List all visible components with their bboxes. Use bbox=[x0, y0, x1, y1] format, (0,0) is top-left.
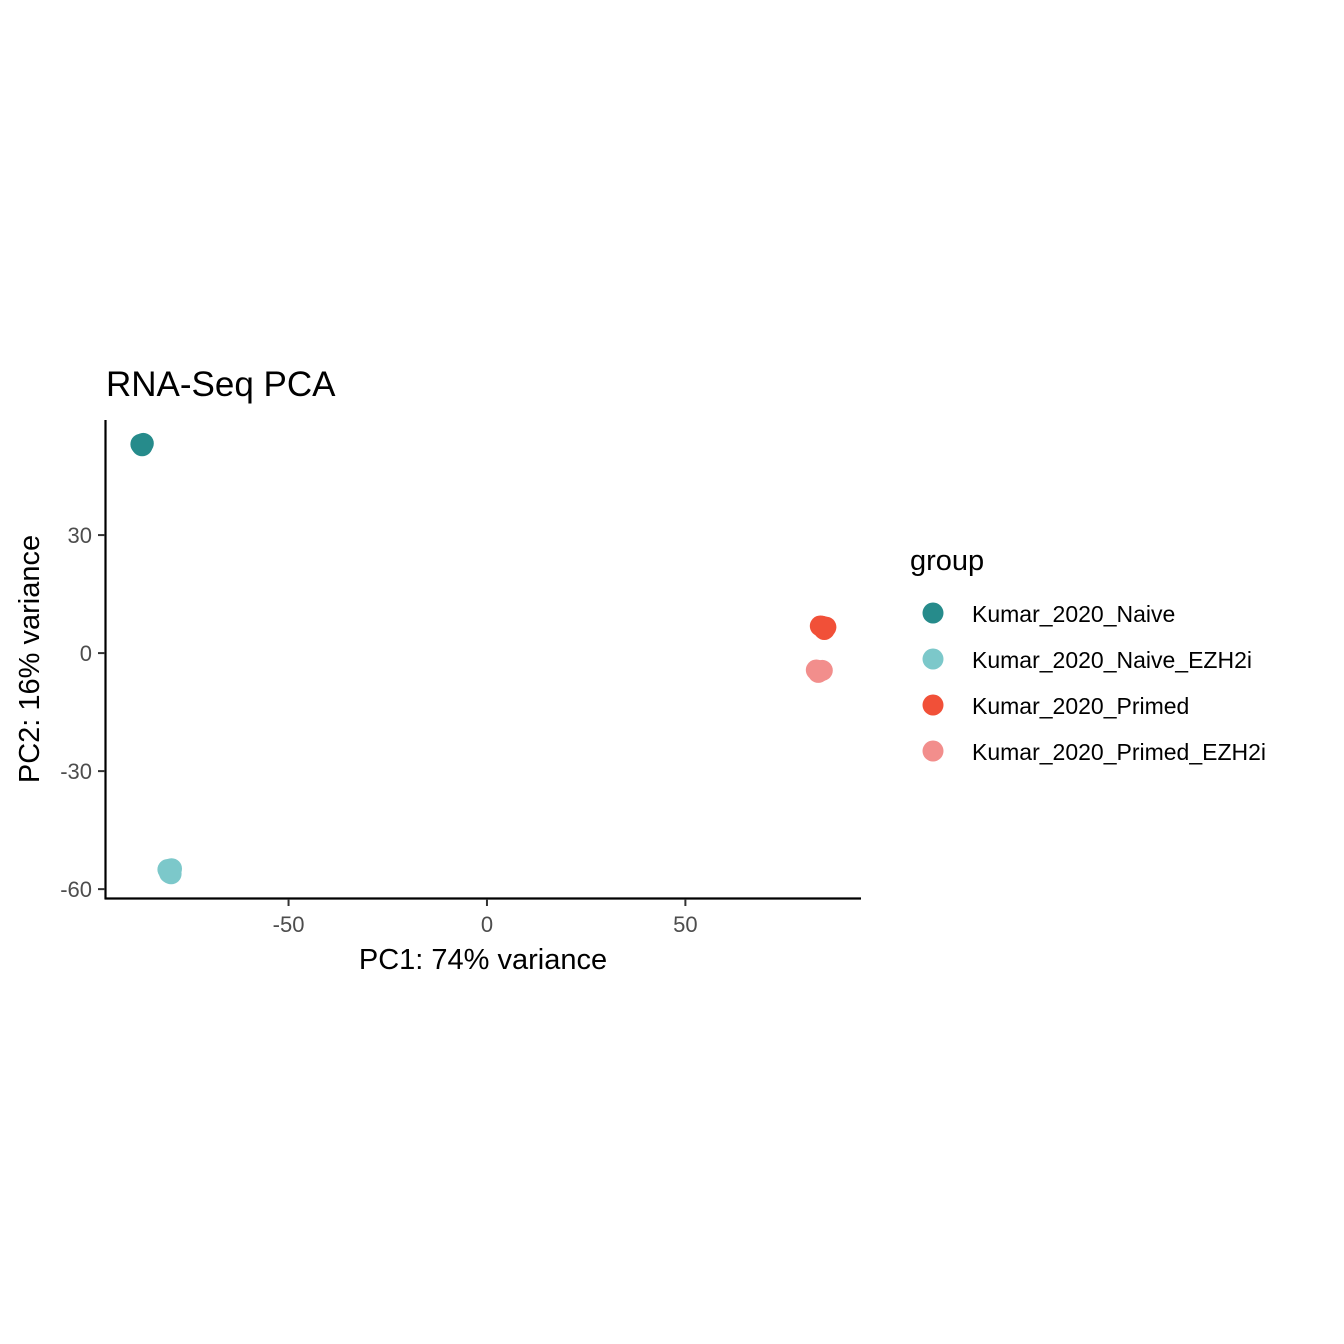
legend-title: group bbox=[910, 545, 984, 577]
legend-items: Kumar_2020_Naive Kumar_2020_Naive_EZH2i Ku… bbox=[922, 601, 1266, 765]
legend-label: Kumar_2020_Naive bbox=[972, 601, 1175, 627]
data-point-0-2 bbox=[131, 435, 153, 457]
legend-label: Kumar_2020_Primed_EZH2i bbox=[972, 739, 1266, 765]
legend-key bbox=[922, 602, 944, 624]
plot-area: -50 0 50 -60 -30 0 30 bbox=[60, 420, 861, 937]
data-point-1-3 bbox=[160, 863, 182, 885]
legend-key bbox=[922, 694, 944, 716]
x-axis-title: PC1: 74% variance bbox=[359, 944, 607, 976]
y-tick-label: -60 bbox=[60, 877, 92, 902]
data-point-2-3 bbox=[811, 615, 833, 637]
points-layer bbox=[130, 432, 837, 885]
legend-key bbox=[922, 648, 944, 670]
x-tick-label: 0 bbox=[481, 912, 493, 937]
data-point-3-3 bbox=[807, 661, 829, 683]
chart-title: RNA-Seq PCA bbox=[106, 365, 336, 404]
legend-label: Kumar_2020_Primed bbox=[972, 693, 1189, 719]
x-tick-label: 50 bbox=[673, 912, 697, 937]
legend-key bbox=[922, 740, 944, 762]
y-tick-label: 0 bbox=[80, 641, 92, 666]
legend: group Kumar_2020_Naive Kumar_2020_Naive_E… bbox=[910, 545, 1266, 765]
y-tick-label: -30 bbox=[60, 759, 92, 784]
legend-label: Kumar_2020_Naive_EZH2i bbox=[972, 647, 1252, 673]
y-ticks: -60 -30 0 30 bbox=[60, 523, 105, 902]
x-tick-label: -50 bbox=[273, 912, 305, 937]
y-axis-title: PC2: 16% variance bbox=[14, 535, 46, 783]
y-tick-label: 30 bbox=[68, 523, 92, 548]
x-ticks: -50 0 50 bbox=[273, 899, 698, 937]
